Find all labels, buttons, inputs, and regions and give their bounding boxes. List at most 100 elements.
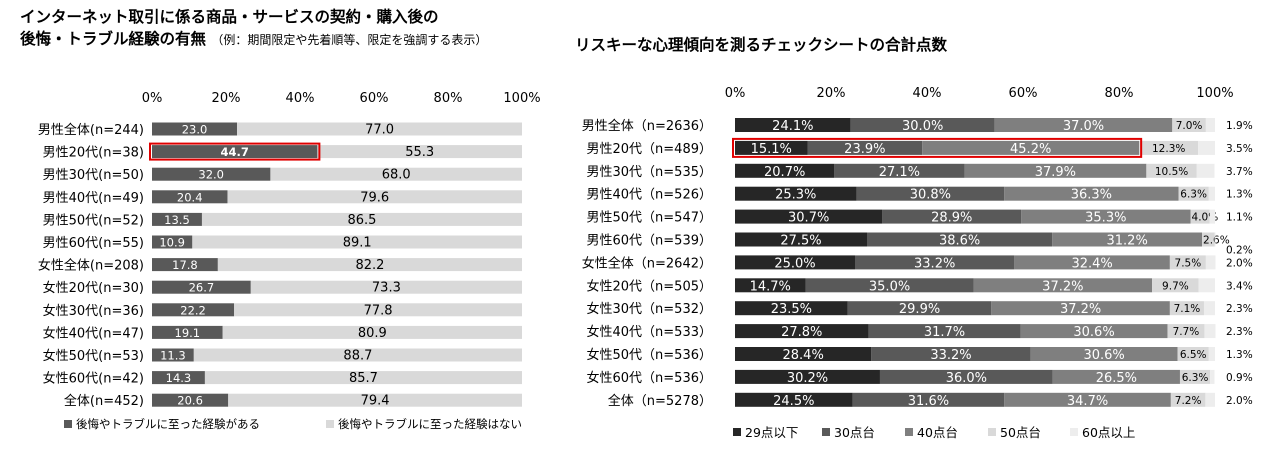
right-data-label: 0.2% — [1226, 245, 1253, 257]
right-data-label: 31.7% — [924, 325, 965, 340]
right-data-label: 31.6% — [908, 394, 949, 409]
left-data-label: 79.4 — [361, 394, 390, 409]
right-data-label: 34.7% — [1067, 394, 1108, 409]
right-bar-segment — [1208, 347, 1215, 361]
right-bar-segment — [1210, 369, 1215, 384]
right-bar-segment — [735, 255, 855, 270]
left-x-tick-label: 20% — [212, 91, 241, 106]
left-bar-segment — [228, 393, 522, 407]
left-category-label: 女性全体(n=208) — [38, 258, 144, 274]
right-bar-segment — [991, 301, 1170, 316]
right-bar-segment — [735, 209, 883, 224]
left-legend-swatch — [326, 420, 334, 428]
right-data-label: 31.2% — [1107, 234, 1148, 249]
right-data-label: 6.3% — [1180, 189, 1207, 201]
right-chart-title: リスキーな心理傾向を測るチェックシートの合計点数 — [575, 36, 948, 54]
right-bar-segment — [834, 163, 965, 178]
right-bar-segment — [1205, 118, 1215, 132]
right-category-label: 女性30代（n=532） — [587, 301, 713, 317]
right-bar-segment — [871, 347, 1031, 361]
left-category-label: 男性50代(n=52) — [43, 213, 144, 228]
right-data-label: 2.6% — [1203, 235, 1230, 247]
right-bar-segment — [735, 369, 880, 384]
right-bar-segment — [1209, 209, 1215, 224]
right-data-label: 37.2% — [1042, 279, 1083, 294]
left-bar-segment — [152, 325, 223, 339]
right-data-label: 30.6% — [1083, 348, 1124, 363]
left-data-label: 89.1 — [343, 236, 372, 251]
right-data-label: 1.3% — [1226, 349, 1253, 361]
right-bar-segment — [1052, 369, 1180, 384]
right-data-label: 2.0% — [1226, 257, 1253, 269]
left-bar-segment — [270, 167, 522, 181]
right-bar-segment — [735, 163, 835, 178]
left-bar-segment — [152, 167, 271, 181]
right-bar-segment — [1208, 186, 1215, 201]
right-data-label: 30.8% — [910, 188, 951, 203]
left-data-label: 77.8 — [364, 303, 393, 318]
right-data-label: 37.0% — [1063, 119, 1104, 134]
right-data-label: 30.6% — [1073, 325, 1114, 340]
right-bar-segment — [735, 186, 857, 201]
left-title-line2: 後悔・トラブル経験の有無 （例：期間限定や先着順等、限定を強調する表示） — [20, 28, 487, 51]
right-data-label: 27.1% — [879, 165, 920, 180]
left-title-main: 後悔・トラブル経験の有無 — [20, 30, 207, 48]
right-category-label: 全体（n=5278） — [608, 393, 712, 409]
left-category-label: 女性50代(n=53) — [43, 348, 144, 364]
left-category-label: 男性全体(n=244) — [38, 122, 144, 138]
right-data-label: 29.9% — [899, 302, 940, 317]
left-category-label: 全体(n=452) — [64, 393, 144, 409]
right-bar-segment — [1190, 209, 1210, 224]
left-bar-segment — [237, 122, 522, 136]
left-bar-segment — [234, 303, 522, 317]
right-legend-label: 50点台 — [1000, 425, 1041, 440]
right-bar-segment — [852, 392, 1005, 407]
right-bar-segment — [807, 140, 923, 155]
right-category-label: 女性50代（n=536） — [587, 347, 713, 363]
right-category-label: 女性60代（n=536） — [587, 370, 713, 386]
right-bar-segment — [735, 232, 867, 247]
right-data-label: 10.5% — [1155, 166, 1188, 178]
right-data-label: 30.0% — [902, 119, 943, 134]
right-x-tick-label: 60% — [1009, 86, 1038, 101]
left-bar-segment — [201, 212, 522, 226]
right-data-label: 28.4% — [783, 348, 824, 363]
left-data-label: 77.0 — [365, 123, 394, 138]
right-bar-segment — [850, 118, 995, 132]
left-data-label: 26.7 — [189, 281, 215, 295]
right-legend-label: 30点台 — [834, 425, 875, 440]
right-data-label: 38.6% — [939, 234, 980, 249]
right-data-label: 15.1% — [751, 142, 792, 157]
right-data-label: 1.1% — [1226, 212, 1253, 224]
right-data-label: 37.2% — [1060, 302, 1101, 317]
right-category-label: 男性全体（n=2636） — [582, 118, 712, 134]
right-x-tick-label: 100% — [1196, 86, 1233, 101]
left-title-note: （例：期間限定や先着順等、限定を強調する表示） — [211, 33, 488, 47]
right-bar-segment — [1169, 301, 1204, 316]
left-legend-label: 後悔やトラブルに至った経験がある — [76, 417, 260, 431]
right-bar-segment — [868, 324, 1021, 339]
left-bar-segment — [152, 235, 193, 249]
left-data-label: 82.2 — [355, 258, 384, 273]
left-x-tick-label: 60% — [360, 91, 389, 106]
left-bar-segment — [250, 280, 523, 294]
right-data-label: 24.5% — [773, 394, 814, 409]
left-x-tick-label: 0% — [142, 91, 163, 106]
left-category-label: 男性60代(n=55) — [43, 236, 144, 251]
left-bar-segment — [152, 190, 228, 204]
right-x-tick-label: 40% — [913, 86, 942, 101]
right-data-label: 28.9% — [931, 211, 972, 226]
right-legend-swatch — [988, 428, 996, 436]
right-legend-swatch — [733, 428, 741, 436]
right-bar-segment — [735, 278, 806, 293]
right-bar-segment — [1204, 324, 1216, 339]
right-data-label: 35.3% — [1085, 211, 1126, 226]
right-bar-segment — [735, 301, 848, 316]
right-data-label: 2.0% — [1226, 395, 1253, 407]
right-bar-segment — [1198, 140, 1215, 155]
right-data-label: 6.5% — [1180, 349, 1207, 361]
right-data-label: 36.0% — [946, 371, 987, 386]
right-data-label: 30.7% — [788, 211, 829, 226]
right-bar-segment — [735, 140, 808, 155]
right-bar-segment — [1198, 278, 1215, 293]
